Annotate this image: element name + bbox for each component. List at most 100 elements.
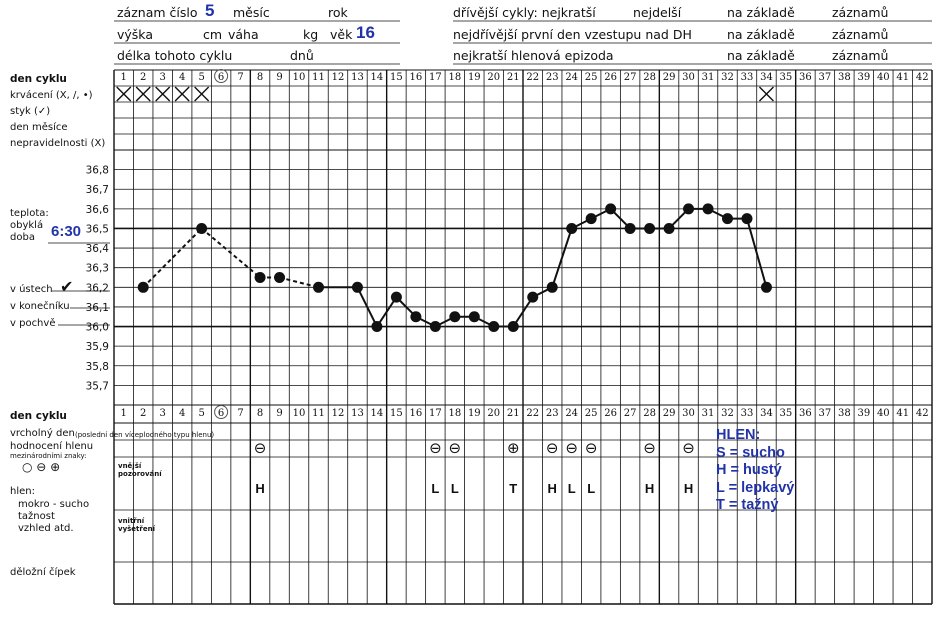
day-number: 16 xyxy=(410,408,423,419)
mucus-type-letter: L xyxy=(451,481,459,496)
day-number: 12 xyxy=(332,408,345,419)
day-number: 7 xyxy=(237,72,243,83)
temp-point xyxy=(683,203,695,215)
circled-day-marker xyxy=(214,405,229,419)
y-tick-label: 36,3 xyxy=(86,263,109,275)
mucus-type-letter: H xyxy=(684,481,693,496)
temp-line-segment xyxy=(551,228,573,288)
temp-point xyxy=(605,203,617,215)
day-number: 27 xyxy=(624,408,637,419)
cycle-length-unit: dnů xyxy=(290,48,314,63)
time-value[interactable]: 6:30 xyxy=(51,223,82,240)
legend-h: H = hustý xyxy=(716,462,782,478)
cycle-day-label: den cyklu xyxy=(10,73,67,85)
day-number: 20 xyxy=(487,408,500,419)
bleeding-x-mark xyxy=(135,86,151,102)
day-number: 3 xyxy=(160,408,166,419)
temp-point xyxy=(702,203,714,215)
day-number: 12 xyxy=(332,72,345,83)
temp-point xyxy=(527,291,539,303)
age-label: věk xyxy=(330,27,353,42)
day-number: 29 xyxy=(663,72,676,83)
mucus-legend: HLEN: S = sucho H = hustý L = lepkavý T … xyxy=(716,427,794,515)
intercourse-label: styk (✓) xyxy=(10,106,51,117)
day-number: 39 xyxy=(857,408,870,419)
usual-label: obyklá xyxy=(10,220,44,231)
temp-point xyxy=(741,213,753,225)
day-number: 31 xyxy=(702,72,715,83)
age-value[interactable]: 16 xyxy=(356,23,375,42)
legend-title: HLEN: xyxy=(716,427,761,443)
based-on-label-3: na základě xyxy=(727,48,795,63)
day-number: 42 xyxy=(916,72,929,83)
earliest-label: nejdřívější první den vzestupu nad DH xyxy=(453,27,692,42)
day-number: 11 xyxy=(312,408,325,419)
mucus-3: vzhled atd. xyxy=(18,523,74,534)
temp-line-segment xyxy=(279,276,319,289)
day-number: 23 xyxy=(546,408,559,419)
year-label: rok xyxy=(328,5,348,20)
internal-label: vnitřní vyšetření xyxy=(118,517,155,533)
mucus-eval-symbol: ⊖ xyxy=(254,439,267,457)
record-label: záznam číslo xyxy=(117,5,198,20)
day-number: 29 xyxy=(663,408,676,419)
day-number: 34 xyxy=(760,408,773,419)
temperature-label: teplota: xyxy=(10,208,49,219)
day-number: 25 xyxy=(585,72,598,83)
shortest-mucus-label: nejkratší hlenová epizoda xyxy=(453,48,614,63)
mucus-eval-symbol: ⊖ xyxy=(565,439,578,457)
day-number: 40 xyxy=(877,72,890,83)
temp-point xyxy=(663,222,675,234)
day-number: 22 xyxy=(526,72,539,83)
day-number: 4 xyxy=(179,72,185,83)
month-label: měsíc xyxy=(233,5,270,20)
day-number: 30 xyxy=(682,72,695,83)
day-number: 2 xyxy=(140,408,146,419)
record-value[interactable]: 5 xyxy=(205,1,215,20)
day-number: 33 xyxy=(741,72,754,83)
day-number: 41 xyxy=(896,72,909,83)
day-number: 35 xyxy=(780,408,793,419)
longest-label: nejdelší xyxy=(633,5,682,20)
day-number: 22 xyxy=(526,408,539,419)
day-number: 37 xyxy=(819,408,832,419)
day-number: 8 xyxy=(257,72,263,83)
day-number: 31 xyxy=(702,408,715,419)
temp-point xyxy=(351,281,363,293)
day-number: 17 xyxy=(429,408,442,419)
day-number: 21 xyxy=(507,408,520,419)
temp-point xyxy=(254,272,266,283)
legend-s: S = sucho xyxy=(716,444,785,461)
day-number: 2 xyxy=(140,72,146,83)
cycle-day-bottom-label: den cyklu xyxy=(10,410,67,422)
y-tick-label: 36,8 xyxy=(86,165,109,177)
day-number: 13 xyxy=(351,408,364,419)
day-number: 23 xyxy=(546,72,559,83)
temp-point xyxy=(410,311,422,323)
day-number: 5 xyxy=(198,72,204,83)
day-number: 16 xyxy=(410,72,423,83)
mucus-type-letter: H xyxy=(548,481,557,496)
temp-point xyxy=(313,281,324,293)
temp-line-segment xyxy=(200,227,261,279)
mucus-label: hlen: xyxy=(10,486,35,497)
temp-point xyxy=(722,213,733,225)
day-number: 20 xyxy=(487,72,500,83)
bleeding-x-mark xyxy=(194,86,210,102)
day-number: 32 xyxy=(721,408,734,419)
mucus-2: tažnost xyxy=(18,511,55,522)
day-number: 1 xyxy=(121,72,127,83)
mucus-1: mokro - sucho xyxy=(18,499,90,510)
day-number: 28 xyxy=(643,408,656,419)
peak-day-note: (poslední den víceplodného typu hlenu) xyxy=(75,431,215,439)
temp-point xyxy=(137,281,149,293)
mucus-symbols: ○ ⊖ ⊕ xyxy=(22,460,61,474)
temp-point xyxy=(507,321,519,333)
legend-t: T = tažný xyxy=(716,497,779,513)
mucus-type-letter: H xyxy=(255,481,264,496)
day-number: 38 xyxy=(838,72,851,83)
day-number: 5 xyxy=(198,408,204,419)
day-number: 1 xyxy=(121,408,127,419)
day-number: 32 xyxy=(721,72,734,83)
